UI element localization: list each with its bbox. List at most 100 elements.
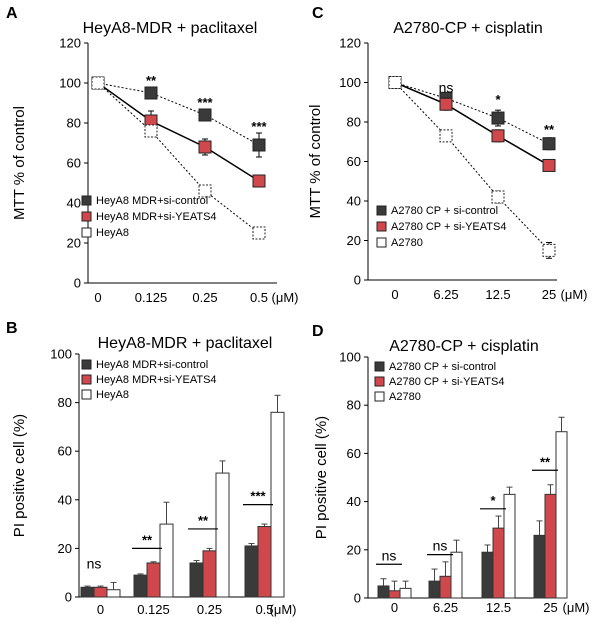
y-tick-label: 0 [74,276,81,291]
y-tick-label: 120 [339,36,361,51]
series-line [394,82,550,251]
legend-label: A2780 CP + si-control [389,361,496,373]
series-line [394,81,550,167]
data-point [252,174,266,188]
bar [544,493,557,599]
chart-title: A2780-CP + cisplatin [389,338,539,355]
x-tick-label: 0.25 [197,602,222,617]
significance-label: ** [146,73,157,88]
legend-label: A2780 [389,391,421,403]
x-tick-label: 0.5 [250,290,268,305]
legend-label: A2780 CP + si-YEATS4 [389,376,504,388]
legend-label: HeyA8 MDR+si-control [96,195,208,207]
legend-swatch [376,205,387,216]
y-tick-label: 40 [67,196,81,211]
chart-title: HeyA8-MDR + paclitaxel [98,335,273,352]
legend-label: A2780 CP + si-YEATS4 [391,221,506,233]
bar [503,493,516,599]
bar [80,586,95,598]
x-tick-label: 12.5 [486,600,511,615]
y-tick-label: 40 [347,494,361,509]
x-tick-label: 6.25 [433,600,458,615]
x-unit-label: (μM) [563,600,590,615]
legend-swatch [376,221,387,232]
x-tick-label: 0 [97,602,104,617]
data-point [252,226,266,240]
x-tick-label: 0 [94,290,101,305]
y-axis-label: PI positive cell (%) [11,414,28,537]
significance-label: * [490,493,496,508]
panel-b-bar-chart: HeyA8-MDR + paclitaxel PI positive cell (… [11,335,296,617]
legend-swatch [81,227,92,238]
chart-title: A2780-CP + cisplatin [393,20,543,37]
panel-a-line-chart: HeyA8-MDR + paclitaxel MTT % of control 0 2… [11,20,298,305]
y-tick-label: 100 [339,75,361,90]
data-point [439,97,453,111]
series-line [394,82,550,145]
bar [93,586,108,598]
bar [215,472,230,598]
y-tick-label: 100 [50,347,72,362]
bar [133,574,148,598]
significance-label: ** [540,454,551,469]
y-tick-label: 20 [347,542,361,557]
bar [257,526,272,598]
y-tick-label: 60 [347,154,361,169]
legend-swatch [81,211,92,222]
significance-label: *** [251,119,267,134]
panel-letter-d: D [312,323,324,340]
panel-d-bar-chart: A2780-CP + cisplatin PI positive cell (%)… [313,338,589,615]
x-tick-label: 6.25 [433,287,458,302]
bar [481,551,494,599]
significance-label: ns [439,79,454,95]
y-axis-label: MTT % of control [11,106,28,220]
panel-letter-c: C [312,5,324,22]
legend-label: A2780 CP + si-control [391,205,498,217]
y-tick-label: 20 [58,541,72,556]
y-tick-label: 0 [65,590,72,605]
bar [244,545,259,598]
y-tick-label: 80 [347,398,361,413]
legend-swatch [374,376,385,387]
data-point [144,86,158,100]
bar [450,551,463,599]
bar [189,562,204,598]
data-point [91,76,105,90]
y-tick-label: 20 [67,236,81,251]
data-point [542,158,556,172]
series-line [97,82,260,182]
legend-label: HeyA8 MDR+si-control [96,359,208,371]
significance-label: ns [87,556,102,572]
significance-label: *** [197,95,213,110]
x-tick-label: 0 [391,600,398,615]
y-tick-label: 80 [58,395,72,410]
y-tick-label: 0 [354,591,361,606]
bar [377,585,390,599]
y-tick-label: 40 [347,194,361,209]
bar [399,587,412,599]
significance-label: ** [142,532,153,547]
y-tick-label: 60 [347,446,361,461]
legend-label: HeyA8 [96,389,129,401]
data-point [542,137,556,151]
data-point [198,140,212,154]
data-point [542,243,556,257]
data-point [491,129,505,143]
y-tick-label: 40 [58,492,72,507]
y-tick-label: 60 [67,156,81,171]
data-point [198,184,212,198]
legend-swatch [374,361,385,372]
legend-label: A2780 [391,237,423,249]
y-tick-label: 20 [347,233,361,248]
bar [533,534,546,599]
y-tick-label: 120 [59,36,81,51]
bar [146,562,161,598]
y-tick-label: 60 [58,444,72,459]
significance-label: ns [433,538,448,554]
significance-label: ** [198,513,209,528]
bar [388,590,401,599]
x-unit-label: (μM) [270,602,297,617]
y-tick-label: 100 [339,350,361,365]
data-point [144,124,158,138]
